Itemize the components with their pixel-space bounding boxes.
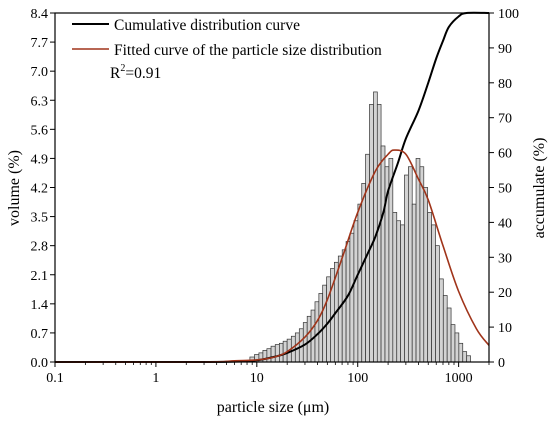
- axes: 0.1 1 10 100 10000.00.71.42.12.83.54.24.95.6…: [31, 7, 520, 386]
- y-right-tick-label: 80: [498, 77, 512, 92]
- r-squared-base: R: [110, 65, 121, 82]
- histogram-bar: [435, 245, 440, 363]
- y-left-tick-label: 0.7: [31, 327, 49, 342]
- histogram-bar: [380, 145, 386, 363]
- y-right-tick-label: 100: [498, 7, 519, 22]
- histogram-bar: [396, 220, 401, 363]
- x-tick-label: 100: [347, 371, 368, 386]
- r-squared-superscript: 2: [120, 63, 125, 74]
- y-left-tick-label: 0.0: [31, 356, 49, 371]
- r-squared-value: =0.91: [125, 65, 161, 82]
- histogram-bar: [376, 104, 382, 363]
- histogram-bar: [369, 104, 374, 363]
- histogram-bar: [450, 324, 456, 363]
- histogram-bar: [361, 183, 366, 363]
- histogram-bar: [442, 295, 448, 363]
- histogram-bar: [419, 166, 425, 363]
- y-right-tick-label: 30: [498, 251, 512, 266]
- histogram-bar: [322, 284, 327, 363]
- fitted-curve: [54, 149, 490, 363]
- x-tick-label: 10: [250, 371, 264, 386]
- histogram-bar: [431, 224, 436, 363]
- histogram-bar: [373, 91, 378, 363]
- y-right-tick-label: 60: [498, 147, 512, 162]
- histogram-bar: [411, 203, 417, 363]
- histogram-bar: [357, 203, 363, 363]
- y-right-tick-label: 50: [498, 182, 512, 197]
- y-axis-title-right: accumulate (%): [531, 138, 548, 239]
- histogram-bar: [266, 348, 272, 363]
- x-tick-label: 0.1: [46, 371, 64, 386]
- y-left-tick-label: 5.6: [31, 123, 49, 138]
- histogram-bar: [408, 166, 413, 363]
- y-left-tick-label: 1.4: [31, 298, 49, 313]
- histogram-bar: [392, 212, 398, 363]
- y-right-tick-label: 40: [498, 216, 512, 231]
- histogram-bar: [270, 345, 276, 363]
- x-tick-label: 1: [152, 371, 159, 386]
- y-left-tick-label: 3.5: [31, 211, 49, 226]
- histogram-bar: [279, 342, 284, 363]
- histogram-bar: [439, 278, 444, 363]
- legend-label-fitted: Fitted curve of the particle size distri…: [114, 42, 382, 59]
- legend: Cumulative distribution curve Fitted cur…: [72, 17, 382, 82]
- histogram-bar: [415, 158, 421, 363]
- y-left-tick-label: 4.2: [31, 182, 49, 197]
- y-axis-title-left: volume (%): [6, 150, 23, 226]
- histogram-bar: [404, 174, 409, 363]
- histogram-bar: [446, 307, 452, 363]
- histogram-bar: [400, 224, 405, 363]
- y-left-tick-label: 6.3: [31, 94, 49, 109]
- histogram-bar: [314, 301, 320, 363]
- histogram-bar: [345, 241, 351, 363]
- histogram-bar: [318, 293, 324, 363]
- y-left-tick-label: 2.8: [31, 240, 49, 255]
- histogram-bar: [466, 355, 471, 363]
- y-left-tick-label: 8.4: [31, 7, 49, 22]
- y-right-tick-label: 70: [498, 112, 512, 127]
- r-squared-annotation: R2=0.91: [110, 63, 161, 82]
- y-left-tick-label: 4.9: [31, 152, 49, 167]
- y-right-tick-label: 90: [498, 42, 512, 57]
- y-right-tick-label: 20: [498, 286, 512, 301]
- histogram-bar: [306, 315, 312, 363]
- y-right-tick-label: 0: [498, 356, 505, 371]
- histogram-bar: [341, 249, 347, 363]
- histogram-bars: [249, 91, 471, 363]
- histogram-bar: [462, 351, 468, 363]
- histogram-bar: [427, 212, 432, 363]
- histogram-bar: [454, 332, 460, 363]
- histogram-bar: [423, 187, 429, 363]
- histogram-bar: [262, 350, 268, 363]
- histogram-bar: [353, 220, 359, 363]
- y-left-tick-label: 2.1: [31, 269, 49, 284]
- curves: [54, 11, 490, 364]
- legend-label-cumulative: Cumulative distribution curve: [114, 17, 300, 34]
- histogram-bar: [349, 232, 355, 363]
- x-axis-title: particle size (μm): [217, 399, 330, 416]
- y-left-tick-label: 7.0: [31, 65, 49, 80]
- histogram-bar: [458, 342, 464, 363]
- y-right-tick-label: 10: [498, 321, 512, 336]
- histogram-bar: [274, 344, 280, 363]
- x-tick-label: 1000: [445, 371, 473, 386]
- y-left-tick-label: 7.7: [31, 36, 49, 51]
